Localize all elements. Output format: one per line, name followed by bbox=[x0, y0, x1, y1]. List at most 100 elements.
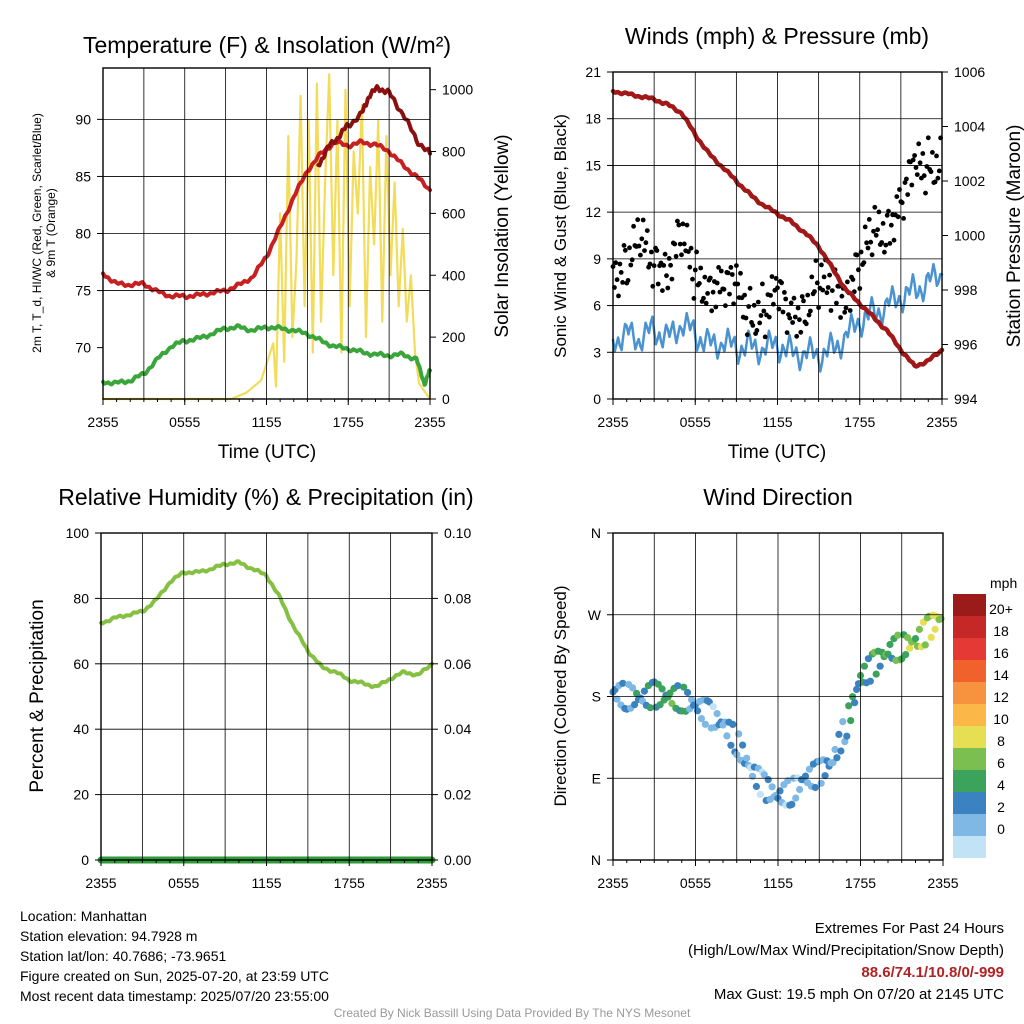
wind-direction-point bbox=[680, 683, 688, 691]
gust-point bbox=[828, 308, 834, 313]
gust-point bbox=[697, 281, 702, 286]
wind-direction-point bbox=[853, 685, 861, 694]
humidity-chart-title: Relative Humidity (%) & Precipitation (i… bbox=[58, 484, 473, 510]
gust-point bbox=[934, 153, 939, 159]
gust-point bbox=[622, 247, 628, 253]
wind-direction-point bbox=[817, 779, 825, 787]
y-tick-label: S bbox=[592, 689, 601, 705]
wind-direction-point bbox=[851, 699, 859, 707]
gust-point bbox=[661, 263, 667, 268]
x-tick-label: 0555 bbox=[680, 414, 711, 430]
gust-point bbox=[668, 262, 673, 268]
wind-direction-point bbox=[760, 771, 768, 779]
gust-point bbox=[669, 276, 675, 282]
gust-point bbox=[698, 265, 704, 271]
wind-direction-point bbox=[931, 625, 939, 633]
wind-direction-point bbox=[668, 699, 676, 708]
gust-point bbox=[797, 317, 802, 323]
gust-point bbox=[794, 333, 800, 339]
colorbar-label: 16 bbox=[993, 645, 1009, 661]
gust-point bbox=[808, 308, 813, 314]
gust-point bbox=[617, 261, 623, 267]
wind-direction-point bbox=[915, 625, 924, 634]
gust-point bbox=[660, 288, 665, 293]
credit-text: Created By Nick Bassill Using Data Provi… bbox=[333, 1006, 691, 1020]
wind-direction-point bbox=[811, 783, 819, 792]
gust-point bbox=[625, 278, 631, 283]
y-tick-label: 85 bbox=[75, 168, 91, 184]
y2-tick-label: 200 bbox=[442, 329, 466, 345]
winds-x-axis-label: Time (UTC) bbox=[728, 442, 827, 463]
gust-point bbox=[677, 241, 683, 247]
wind-direction-point bbox=[866, 677, 874, 685]
gust-point bbox=[718, 268, 724, 274]
wind-direction-point bbox=[613, 695, 621, 703]
gust-point bbox=[865, 245, 871, 251]
y2-tick-label: 600 bbox=[442, 205, 466, 221]
wind-direction-point bbox=[876, 662, 884, 670]
dewpoint-line bbox=[101, 323, 432, 387]
gust-point bbox=[854, 252, 860, 258]
wind-direction-point bbox=[796, 785, 804, 794]
gust-point bbox=[614, 277, 620, 283]
colorbar-label: 8 bbox=[997, 733, 1005, 749]
gust-point bbox=[801, 298, 806, 304]
y-tick-label: 12 bbox=[585, 204, 601, 220]
gust-point bbox=[639, 236, 645, 242]
wind-direction-point bbox=[748, 772, 757, 780]
gust-point bbox=[717, 289, 723, 295]
x-tick-label: 2355 bbox=[85, 875, 116, 891]
gust-point bbox=[628, 262, 634, 268]
gust-point bbox=[875, 227, 880, 233]
gust-point bbox=[672, 241, 678, 247]
colorbar-label: 10 bbox=[993, 711, 1009, 727]
gust-point bbox=[923, 190, 928, 196]
gust-point bbox=[839, 293, 845, 299]
temperature-chart-title: Temperature (F) & Insolation (W/m²) bbox=[83, 32, 451, 58]
gust-point bbox=[819, 262, 824, 268]
x-tick-label: 1155 bbox=[762, 414, 792, 430]
wind-direction-point bbox=[886, 640, 894, 649]
colorbar-swatch bbox=[953, 792, 986, 814]
y2-tick-label: 0.06 bbox=[444, 656, 471, 672]
gust-point bbox=[880, 221, 886, 226]
gust-point bbox=[905, 192, 911, 198]
gust-point bbox=[688, 245, 694, 251]
wind-direction-point bbox=[656, 701, 664, 709]
y-tick-label: 18 bbox=[585, 111, 601, 127]
gust-point bbox=[798, 329, 804, 335]
colorbar-swatch bbox=[953, 726, 986, 748]
colorbar-label: 0 bbox=[997, 821, 1005, 837]
gust-point bbox=[888, 222, 894, 228]
wind-direction-point bbox=[831, 745, 839, 754]
wind-direction-point bbox=[756, 790, 764, 799]
wind-direction-point bbox=[658, 685, 666, 693]
gust-point bbox=[681, 241, 687, 247]
y-tick-label: 70 bbox=[75, 340, 91, 356]
gust-point bbox=[662, 251, 668, 257]
x-tick-label: 2355 bbox=[87, 414, 118, 430]
x-tick-label: 2355 bbox=[597, 875, 628, 891]
wind-direction-point bbox=[709, 703, 717, 711]
wind-direction-point bbox=[735, 730, 743, 738]
latlon-text: Station lat/lon: 40.7686; -73.9651 bbox=[20, 948, 227, 964]
colorbar-unit: mph bbox=[990, 575, 1017, 591]
gust-point bbox=[925, 135, 931, 141]
colorbar-swatch bbox=[953, 660, 986, 682]
gust-point bbox=[820, 287, 826, 293]
gust-point bbox=[847, 308, 853, 313]
y2-tick-label: 800 bbox=[442, 144, 466, 160]
wind-direction-point bbox=[872, 670, 880, 678]
x-tick-label: 0555 bbox=[680, 875, 711, 891]
y-tick-label: 20 bbox=[73, 787, 89, 803]
wind-direction-point bbox=[713, 710, 721, 718]
x-tick-label: 0555 bbox=[168, 875, 199, 891]
gust-point bbox=[675, 218, 680, 224]
gust-point bbox=[834, 300, 839, 306]
gust-point bbox=[779, 280, 784, 286]
y2-tick-label: 998 bbox=[954, 282, 978, 298]
x-tick-label: 2355 bbox=[927, 875, 958, 891]
created-text: Figure created on Sun, 2025-07-20, at 23… bbox=[20, 968, 329, 984]
gust-point bbox=[631, 223, 636, 229]
